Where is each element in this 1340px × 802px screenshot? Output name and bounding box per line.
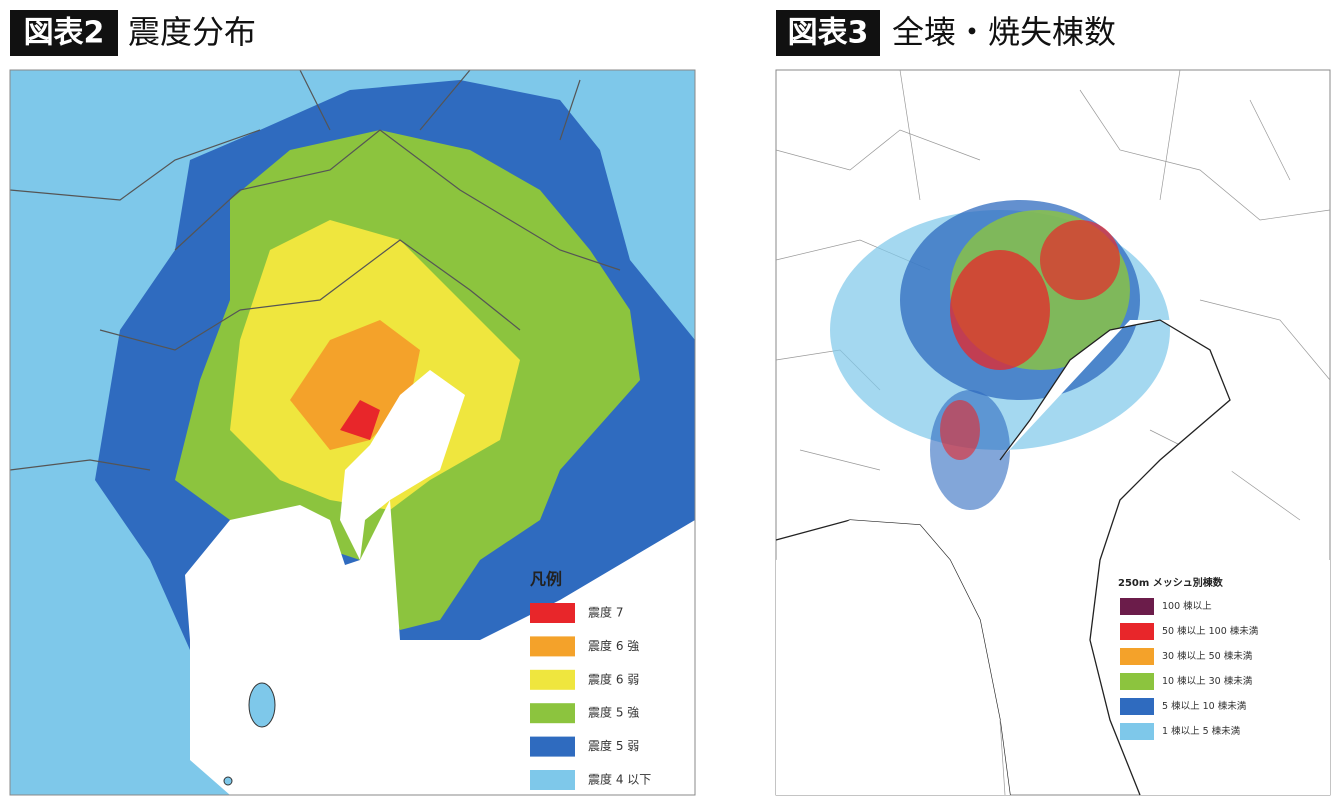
island bbox=[223, 776, 233, 786]
legend-label: 震度 5 弱 bbox=[588, 738, 639, 753]
legend-swatch bbox=[530, 736, 575, 757]
legend-swatch bbox=[530, 603, 575, 623]
zone-7 bbox=[340, 400, 380, 440]
legend-swatch bbox=[1120, 598, 1154, 615]
legend-label: 10 棟以上 30 棟未満 bbox=[1162, 675, 1253, 687]
bay bbox=[1000, 320, 1330, 795]
legend-label: 震度 6 弱 bbox=[588, 671, 639, 686]
legend-label: 30 棟以上 50 棟未満 bbox=[1162, 650, 1253, 662]
legend-label: 50 棟以上 100 棟未満 bbox=[1162, 625, 1259, 637]
sea bbox=[776, 520, 1010, 795]
legend: 100 棟以上 50 棟以上 100 棟未満 30 棟以上 50 棟未満 10 棟以上… bbox=[1120, 598, 1259, 740]
legend-swatch bbox=[530, 636, 575, 657]
damage-area bbox=[940, 400, 980, 460]
legend-swatch bbox=[530, 703, 575, 724]
legend-swatch bbox=[1120, 648, 1154, 665]
figure-number-box bbox=[776, 10, 880, 56]
legend-label: 5 棟以上 10 棟未満 bbox=[1162, 700, 1247, 712]
legend-label: 震度 6 強 bbox=[588, 638, 639, 653]
coastline bbox=[999, 319, 1231, 796]
legend-label: 100 棟以上 bbox=[1162, 600, 1212, 612]
legend-swatch bbox=[1120, 698, 1154, 715]
legend-label: 震度 4 以下 bbox=[588, 772, 651, 787]
figure-number: 図表3 bbox=[788, 16, 869, 51]
island bbox=[248, 682, 276, 728]
legend-label: 1 棟以上 5 棟未満 bbox=[1162, 725, 1241, 737]
damage-map bbox=[775, 69, 1331, 796]
damage-area bbox=[1040, 220, 1120, 300]
figure-number-box bbox=[10, 10, 118, 56]
figure-title: 全壊・焼失棟数 bbox=[892, 13, 1116, 51]
legend-swatch bbox=[1120, 723, 1154, 740]
figure-title: 震度分布 bbox=[128, 13, 256, 51]
legend-swatch bbox=[530, 770, 575, 790]
intensity-map bbox=[9, 69, 696, 796]
legend-title: 凡例 bbox=[530, 570, 562, 589]
prefecture-borders bbox=[9, 69, 621, 471]
legend: 震度 7 震度 6 強震度 6 弱震度 5 強震度 5 弱震度 4 以下 bbox=[530, 603, 651, 790]
legend-title: 250m メッシュ別棟数 bbox=[1118, 576, 1224, 589]
legend-label: 震度 5 強 bbox=[588, 705, 639, 720]
map-frame bbox=[9, 69, 696, 796]
legend-swatch bbox=[1120, 673, 1154, 690]
legend-swatch bbox=[530, 669, 575, 690]
damage-area bbox=[950, 250, 1050, 370]
border bbox=[999, 719, 1006, 796]
legend-swatch bbox=[1120, 623, 1154, 640]
legend-label: 震度 7 bbox=[588, 605, 623, 620]
figure-number: 図表2 bbox=[24, 16, 105, 51]
